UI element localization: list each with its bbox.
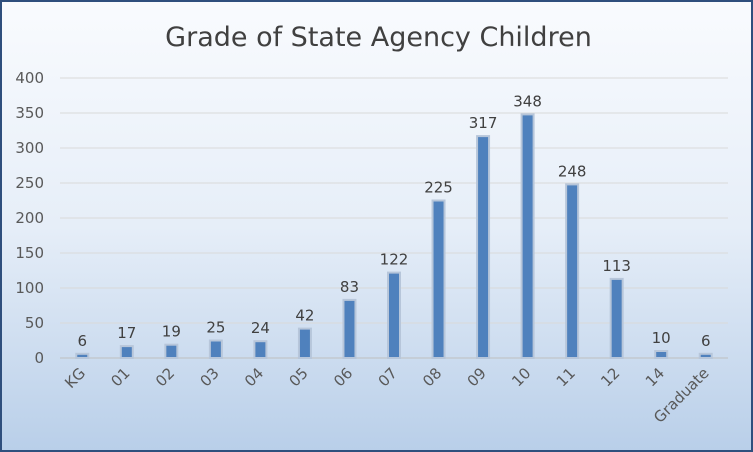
data-label: 83 [340,278,359,296]
data-label: 113 [602,257,631,275]
data-label: 10 [652,329,671,347]
x-tick-label: 12 [597,364,623,390]
data-label: 248 [558,162,587,180]
bar [476,135,491,359]
y-tick-label: 350 [15,104,44,122]
bar [431,199,446,359]
x-tick-label: 09 [464,364,490,390]
bar [654,350,669,359]
x-tick-label: 11 [553,364,579,390]
bar [208,339,223,359]
data-label: 19 [162,323,181,341]
x-tick-label: 06 [330,364,356,390]
bar [387,271,401,360]
x-tick-label: 02 [152,364,178,390]
data-label: 42 [295,307,314,325]
data-label: 225 [424,179,453,197]
data-label: 6 [77,332,87,350]
y-tick-label: 250 [15,174,44,192]
bar [520,113,535,360]
x-tick-label: KG [61,364,89,392]
y-tick-label: 100 [15,279,44,297]
y-tick-label: 200 [15,209,44,227]
chart-title: Grade of State Agency Children [165,22,592,53]
bar [253,340,268,360]
bar [75,352,90,359]
data-label: 24 [251,319,270,337]
bar [297,327,312,360]
data-label: 317 [469,114,498,132]
bar [119,345,134,360]
y-tick-label: 400 [15,69,44,87]
x-tick-label: 01 [107,364,133,390]
y-tick-label: 150 [15,244,44,262]
x-tick-label: 05 [286,364,312,390]
x-tick-label: 04 [241,364,267,390]
bar [609,277,624,359]
bar [698,352,713,359]
y-tick-label: 300 [15,139,44,157]
bar [164,343,179,360]
data-label: 122 [380,251,409,269]
data-label: 25 [206,319,225,337]
y-tick-label: 50 [25,314,44,332]
x-tick-label: 07 [375,364,401,390]
bar [342,298,357,359]
x-tick-label: 14 [642,364,668,390]
data-label: 17 [117,324,136,342]
x-tick-label: 10 [508,364,534,390]
data-label: 348 [513,92,542,110]
x-tick-label: 08 [419,364,445,390]
data-label: 6 [701,332,711,350]
bar [565,183,580,359]
y-tick-label: 0 [34,349,44,367]
x-tick-label: 03 [196,364,222,390]
